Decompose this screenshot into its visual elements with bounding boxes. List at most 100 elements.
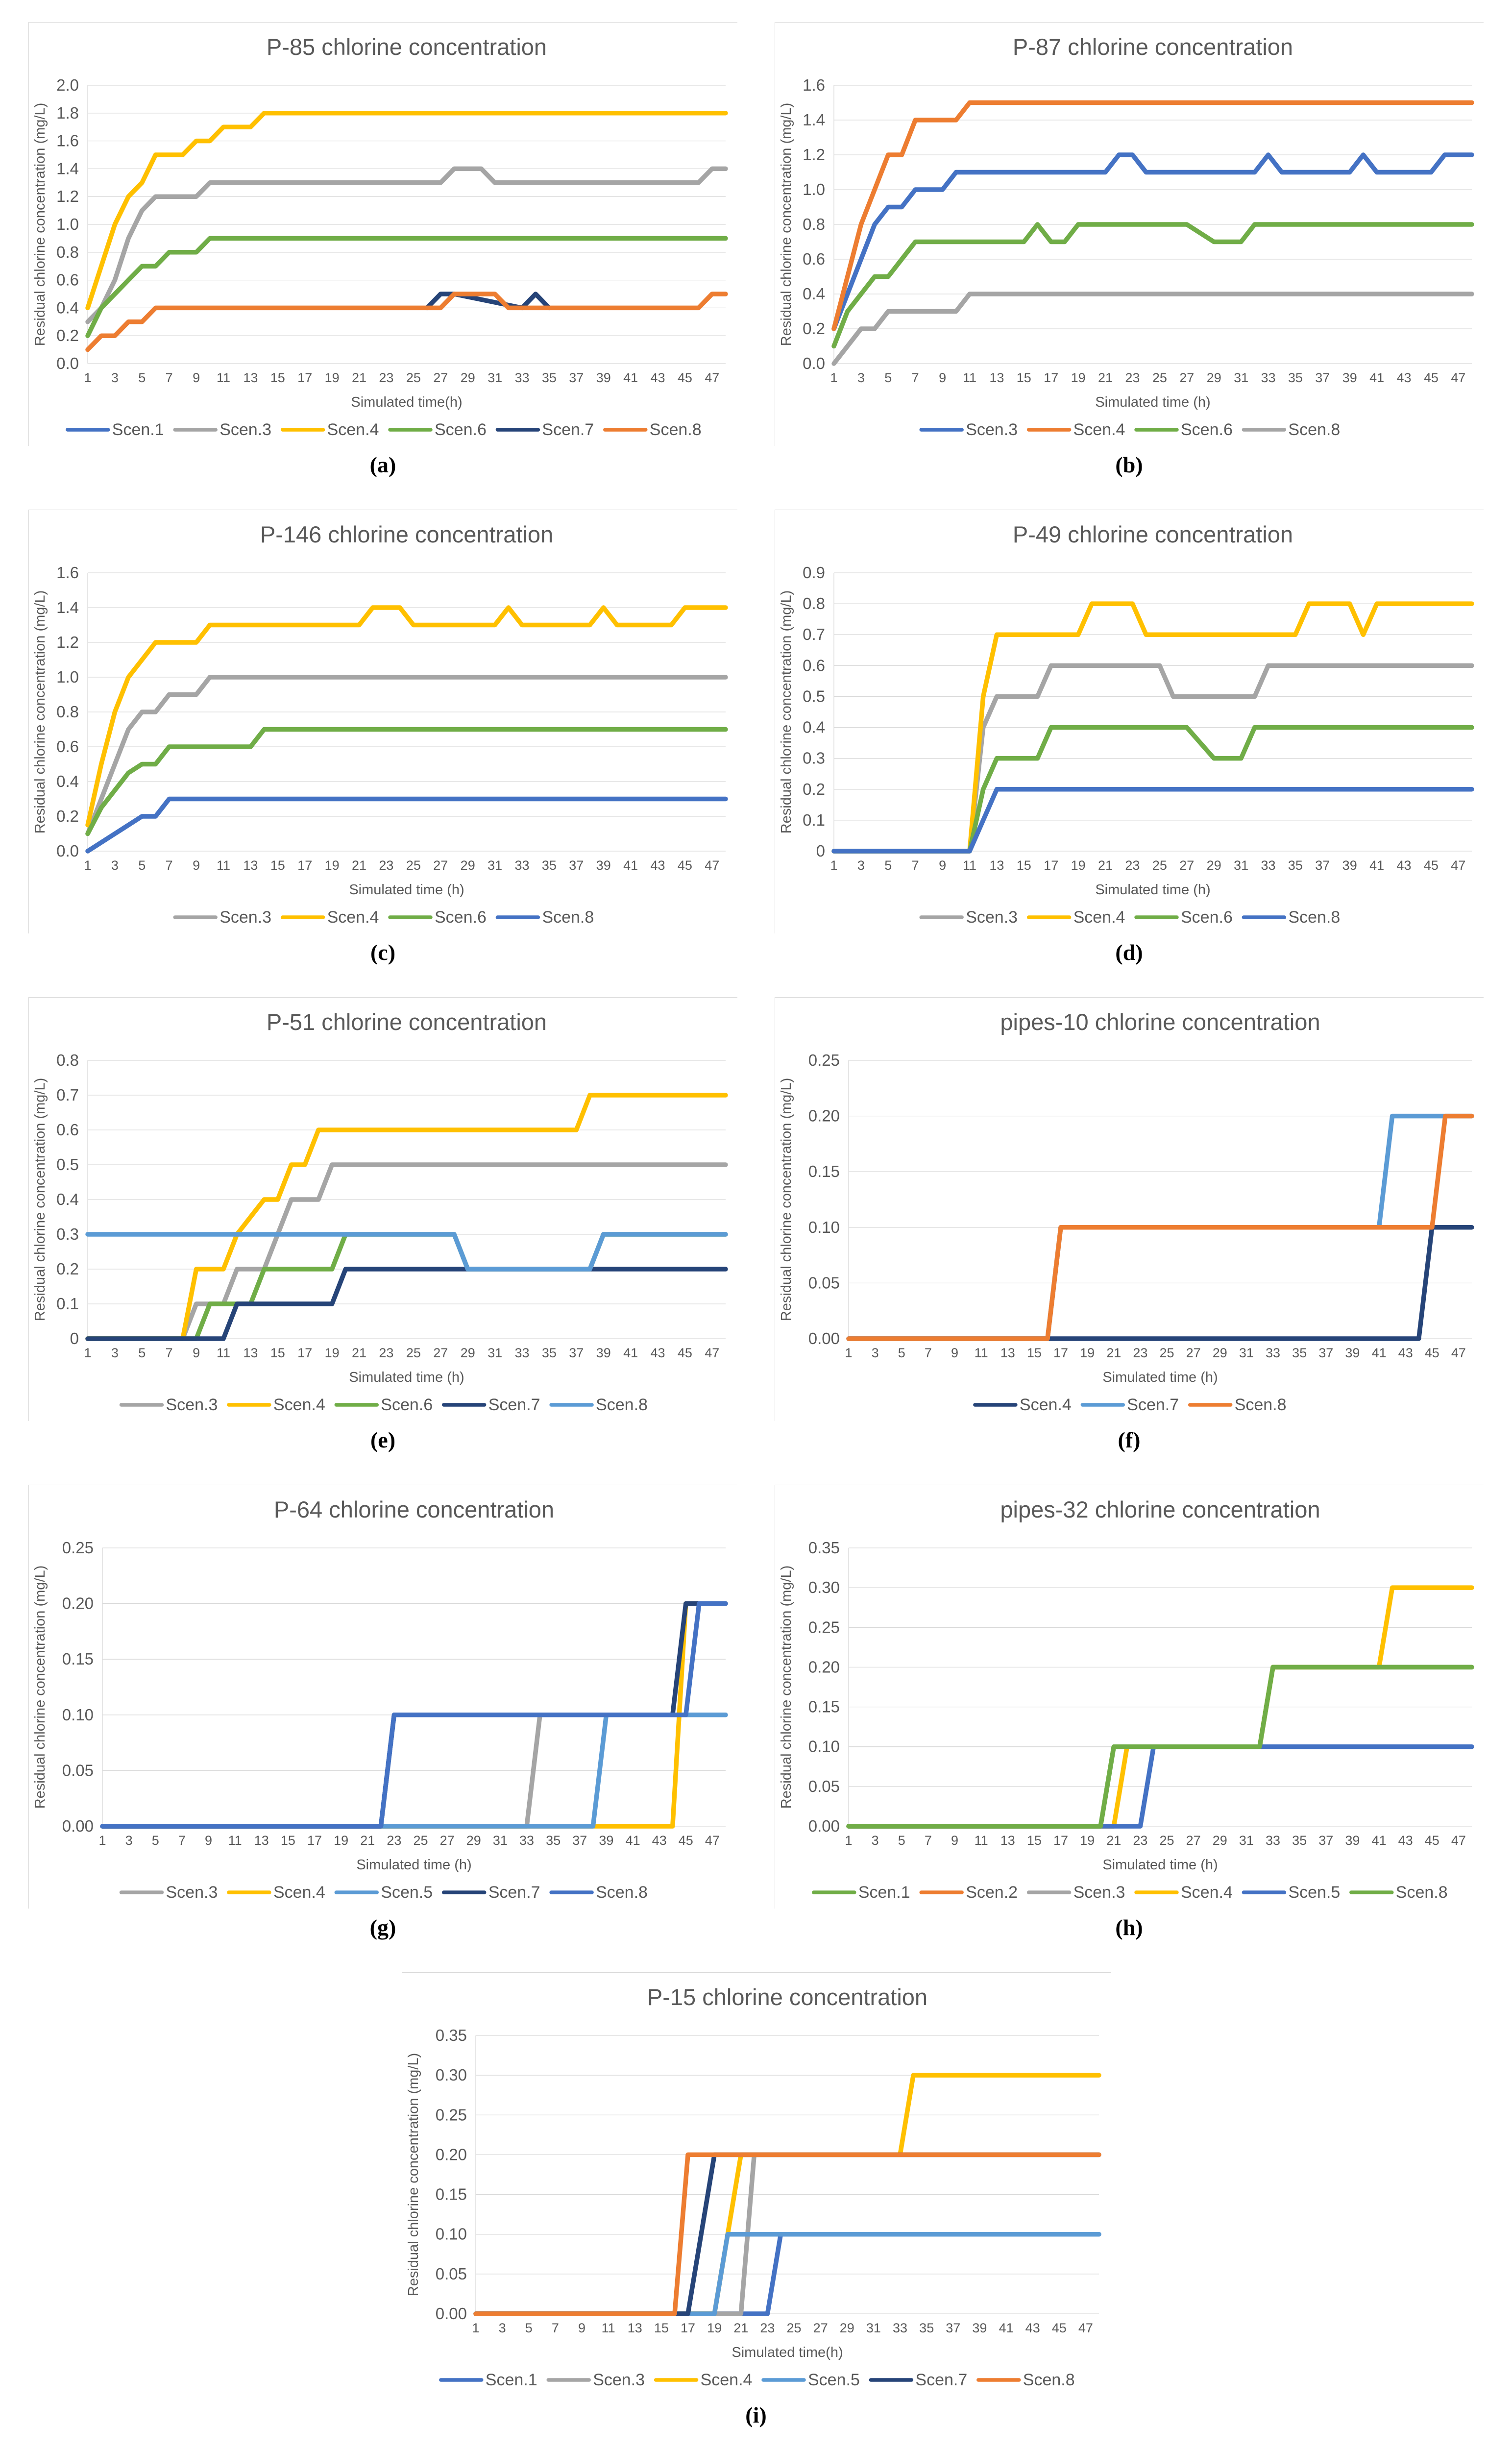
svg-text:3: 3 bbox=[498, 2321, 506, 2335]
svg-text:43: 43 bbox=[650, 370, 665, 385]
svg-text:Scen.1: Scen.1 bbox=[485, 2371, 537, 2389]
svg-text:25: 25 bbox=[1152, 370, 1167, 385]
svg-text:pipes-32 chlorine concentratio: pipes-32 chlorine concentration bbox=[1000, 1496, 1320, 1522]
svg-text:0.6: 0.6 bbox=[803, 656, 825, 674]
svg-text:25: 25 bbox=[413, 1833, 428, 1848]
svg-text:11: 11 bbox=[601, 2321, 615, 2335]
svg-text:1.6: 1.6 bbox=[56, 132, 79, 150]
svg-text:0.4: 0.4 bbox=[56, 298, 79, 317]
svg-text:P-87 chlorine concentration: P-87 chlorine concentration bbox=[1013, 34, 1293, 60]
svg-text:Scen.7: Scen.7 bbox=[1127, 1396, 1179, 1414]
svg-text:0.2: 0.2 bbox=[56, 326, 79, 344]
svg-text:19: 19 bbox=[325, 858, 340, 873]
svg-text:35: 35 bbox=[1292, 1346, 1307, 1360]
svg-text:Scen.4: Scen.4 bbox=[1073, 420, 1125, 439]
svg-text:33: 33 bbox=[514, 1346, 529, 1360]
svg-text:7: 7 bbox=[178, 1833, 186, 1848]
svg-text:0.35: 0.35 bbox=[435, 2026, 466, 2044]
svg-text:35: 35 bbox=[542, 858, 557, 873]
svg-text:0.25: 0.25 bbox=[808, 1051, 840, 1069]
svg-text:0.1: 0.1 bbox=[803, 811, 825, 829]
svg-text:11: 11 bbox=[975, 1346, 988, 1360]
svg-text:33: 33 bbox=[1266, 1346, 1280, 1360]
svg-text:19: 19 bbox=[325, 370, 340, 385]
svg-text:0.00: 0.00 bbox=[808, 1817, 840, 1835]
svg-text:0.0: 0.0 bbox=[56, 354, 79, 372]
svg-text:37: 37 bbox=[569, 370, 584, 385]
svg-text:19: 19 bbox=[1071, 370, 1086, 385]
svg-text:9: 9 bbox=[951, 1346, 958, 1360]
svg-text:Simulated time (h): Simulated time (h) bbox=[1102, 1370, 1218, 1385]
svg-text:25: 25 bbox=[786, 2321, 801, 2335]
svg-text:21: 21 bbox=[360, 1833, 375, 1848]
svg-text:P-64 chlorine concentration: P-64 chlorine concentration bbox=[274, 1496, 554, 1522]
svg-text:13: 13 bbox=[243, 370, 258, 385]
svg-text:13: 13 bbox=[243, 1346, 258, 1360]
svg-text:Scen.4: Scen.4 bbox=[700, 2371, 752, 2389]
svg-text:9: 9 bbox=[193, 858, 200, 873]
svg-text:5: 5 bbox=[884, 858, 892, 873]
svg-text:0.10: 0.10 bbox=[808, 1218, 840, 1236]
svg-text:17: 17 bbox=[297, 858, 312, 873]
svg-text:Residual chlorine concentratio: Residual chlorine concentration (mg/L) bbox=[32, 1566, 48, 1809]
svg-text:19: 19 bbox=[1080, 1346, 1095, 1360]
svg-text:13: 13 bbox=[627, 2321, 642, 2335]
svg-text:Scen.8: Scen.8 bbox=[1288, 420, 1340, 439]
svg-text:19: 19 bbox=[707, 2321, 722, 2335]
svg-text:0.30: 0.30 bbox=[808, 1578, 840, 1596]
svg-text:7: 7 bbox=[912, 858, 919, 873]
svg-text:0.7: 0.7 bbox=[803, 625, 825, 643]
svg-text:Residual chlorine concentratio: Residual chlorine concentration (mg/L) bbox=[32, 1078, 48, 1321]
svg-text:21: 21 bbox=[1098, 370, 1113, 385]
svg-text:43: 43 bbox=[1025, 2321, 1040, 2335]
svg-text:Scen.3: Scen.3 bbox=[966, 420, 1018, 439]
svg-text:Scen.8: Scen.8 bbox=[596, 1883, 648, 1902]
svg-text:1.0: 1.0 bbox=[56, 215, 79, 233]
svg-text:43: 43 bbox=[650, 858, 665, 873]
svg-text:7: 7 bbox=[551, 2321, 559, 2335]
svg-text:27: 27 bbox=[433, 858, 448, 873]
svg-text:3: 3 bbox=[872, 1833, 879, 1848]
svg-text:15: 15 bbox=[654, 2321, 668, 2335]
svg-text:39: 39 bbox=[1342, 370, 1357, 385]
svg-text:0.2: 0.2 bbox=[803, 780, 825, 798]
svg-text:39: 39 bbox=[599, 1833, 613, 1848]
svg-text:0.8: 0.8 bbox=[56, 1051, 79, 1069]
svg-text:21: 21 bbox=[352, 858, 366, 873]
svg-text:41: 41 bbox=[623, 370, 638, 385]
svg-text:45: 45 bbox=[1424, 858, 1439, 873]
svg-text:45: 45 bbox=[1424, 370, 1439, 385]
svg-text:47: 47 bbox=[1451, 1833, 1466, 1848]
svg-text:13: 13 bbox=[1000, 1833, 1015, 1848]
svg-text:Scen.4: Scen.4 bbox=[1020, 1396, 1072, 1414]
svg-text:Scen.3: Scen.3 bbox=[166, 1883, 218, 1902]
svg-text:Scen.1: Scen.1 bbox=[858, 1883, 910, 1902]
svg-text:43: 43 bbox=[1398, 1833, 1413, 1848]
svg-text:3: 3 bbox=[111, 858, 119, 873]
svg-text:23: 23 bbox=[379, 1346, 393, 1360]
svg-text:P-146 chlorine concentration: P-146 chlorine concentration bbox=[260, 521, 553, 547]
svg-text:37: 37 bbox=[1315, 370, 1330, 385]
svg-text:17: 17 bbox=[1053, 1346, 1068, 1360]
svg-text:5: 5 bbox=[138, 858, 146, 873]
svg-text:31: 31 bbox=[866, 2321, 880, 2335]
svg-text:39: 39 bbox=[1345, 1833, 1360, 1848]
svg-text:17: 17 bbox=[1053, 1833, 1068, 1848]
svg-text:47: 47 bbox=[705, 370, 719, 385]
svg-text:33: 33 bbox=[514, 858, 529, 873]
svg-text:1.6: 1.6 bbox=[56, 564, 79, 582]
svg-text:7: 7 bbox=[166, 1346, 173, 1360]
svg-text:45: 45 bbox=[1051, 2321, 1066, 2335]
svg-text:17: 17 bbox=[1044, 370, 1058, 385]
svg-text:23: 23 bbox=[1133, 1833, 1147, 1848]
svg-text:0: 0 bbox=[816, 842, 825, 860]
svg-text:3: 3 bbox=[125, 1833, 133, 1848]
svg-text:27: 27 bbox=[1186, 1346, 1201, 1360]
svg-text:15: 15 bbox=[1017, 858, 1031, 873]
svg-text:Simulated time (h): Simulated time (h) bbox=[349, 1370, 464, 1385]
svg-text:P-15 chlorine concentration: P-15 chlorine concentration bbox=[647, 1984, 927, 2010]
svg-text:0.9: 0.9 bbox=[803, 564, 825, 582]
svg-text:17: 17 bbox=[1044, 858, 1058, 873]
svg-text:Scen.7: Scen.7 bbox=[488, 1396, 540, 1414]
svg-text:11: 11 bbox=[963, 370, 976, 385]
